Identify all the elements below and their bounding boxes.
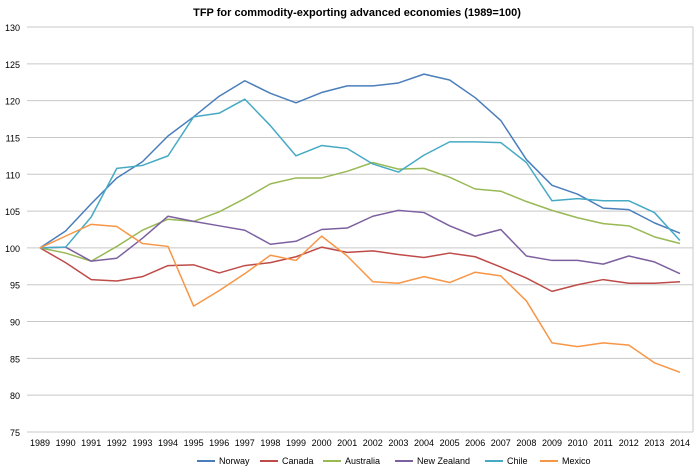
x-tick-label: 1995 — [184, 438, 204, 448]
series-line-mexico — [39, 223, 681, 374]
x-tick-label: 2014 — [670, 438, 690, 448]
x-tick-label: 2007 — [491, 438, 511, 448]
legend-label: Chile — [507, 456, 528, 466]
y-tick-label: 130 — [5, 23, 20, 33]
x-tick-label: 1991 — [81, 438, 101, 448]
y-tick-label: 95 — [10, 281, 20, 291]
x-tick-label: 1992 — [107, 438, 127, 448]
y-tick-label: 80 — [10, 391, 20, 401]
series-line-canada — [39, 246, 681, 293]
legend-label: Norway — [219, 456, 250, 466]
legend-item: Canada — [260, 456, 314, 466]
x-tick-label: 2001 — [337, 438, 357, 448]
legend-item: New Zealand — [395, 456, 470, 466]
x-tick-label: 1993 — [132, 438, 152, 448]
y-tick-label: 100 — [5, 244, 20, 254]
x-tick-label: 2009 — [542, 438, 562, 448]
chart-title: TFP for commodity-exporting advanced eco… — [193, 7, 521, 19]
legend-item: Chile — [485, 456, 528, 466]
y-tick-label: 75 — [10, 428, 20, 438]
y-tick-label: 105 — [5, 207, 20, 217]
legend-label: New Zealand — [417, 456, 470, 466]
x-tick-label: 2006 — [465, 438, 485, 448]
y-tick-label: 115 — [6, 133, 20, 143]
x-tick-label: 2011 — [594, 438, 613, 448]
x-tick-label: 1998 — [260, 438, 280, 448]
series-line-chile — [39, 98, 681, 249]
x-tick-label: 1989 — [30, 438, 50, 448]
y-tick-label: 110 — [6, 170, 20, 180]
x-tick-label: 2002 — [363, 438, 383, 448]
x-tick-label: 2000 — [312, 438, 332, 448]
x-tick-label: 1997 — [235, 438, 255, 448]
x-tick-label: 2005 — [440, 438, 460, 448]
legend-item: Mexico — [540, 456, 591, 466]
x-tick-label: 1999 — [286, 438, 306, 448]
series-line-new-zealand — [39, 209, 681, 275]
y-tick-label: 120 — [5, 97, 20, 107]
x-tick-label: 2013 — [644, 438, 664, 448]
series-line-norway — [39, 73, 681, 249]
legend-label: Australia — [345, 456, 380, 466]
y-tick-label: 125 — [5, 60, 20, 70]
x-tick-label: 1994 — [158, 438, 178, 448]
x-tick-label: 1990 — [56, 438, 76, 448]
x-tick-label: 2008 — [516, 438, 536, 448]
legend-label: Mexico — [562, 456, 591, 466]
y-tick-label: 85 — [10, 354, 20, 364]
legend-item: Australia — [323, 456, 380, 466]
legend-label: Canada — [282, 456, 314, 466]
y-tick-label: 90 — [10, 318, 20, 328]
x-tick-label: 2012 — [619, 438, 639, 448]
x-tick-label: 2010 — [568, 438, 588, 448]
legend-item: Norway — [197, 456, 250, 466]
x-tick-label: 1996 — [209, 438, 229, 448]
x-tick-label: 2003 — [388, 438, 408, 448]
series-line-australia — [39, 161, 681, 262]
x-tick-label: 2004 — [414, 438, 434, 448]
